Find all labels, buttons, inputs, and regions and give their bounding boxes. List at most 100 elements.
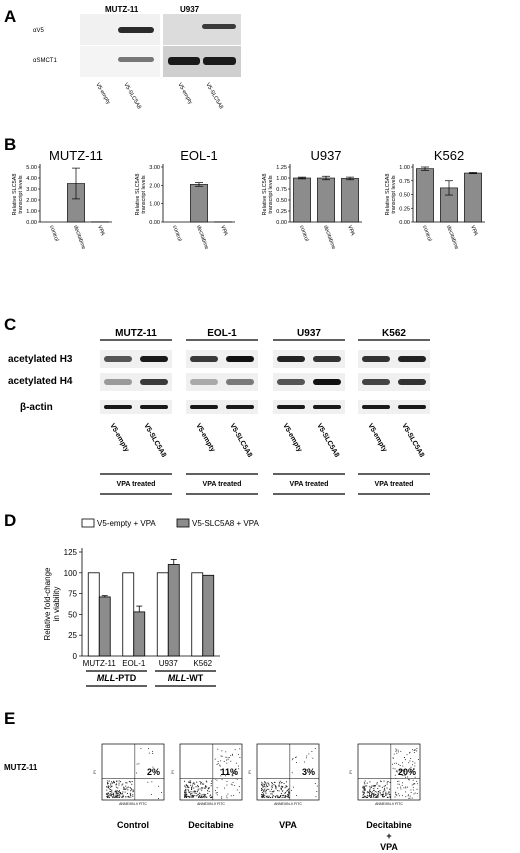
chart-d-ylabel: Relative fold-changein viability [43,567,61,640]
lane-c-2-0: V5-empty [281,423,303,454]
chart-d-xtick-label: U937 [159,659,179,668]
band-a-mutz11-v5 [118,27,154,33]
flow-percent-2: 3% [302,767,315,777]
band-c-h3-0-1 [140,356,168,362]
chart-b1-xtick-label: VPA [96,225,105,237]
band-c-h4-0-1 [140,379,168,385]
flow-label-3: Decitabine [366,820,412,830]
band-c-actin-2-1 [313,405,341,409]
legend-d-label-0: V5-empty + VPA [97,519,156,528]
band-c-actin-0-1 [140,405,168,409]
chart-b3-xtick-label: control [298,225,309,243]
chart-b2-ytick-label: 1.00 [149,202,160,208]
band-c-h4-2-1 [313,379,341,385]
panel-letter-d: D [4,511,16,530]
chart-b4-xtick-label: VPA [469,225,478,237]
panel-d-chart: V5-empty + VPA V5-SLC5A8 + VPA Relative fo… [43,518,259,687]
lane-c-1-1: V5-SLC5A8 [228,423,253,459]
panel-e-flow-cytometry: MUTZ-11 2% ANNEXIN-V FITC PI Control 11% ANNE… [4,743,421,852]
flow-xaxis-label: ANNEXIN-V FITC [119,802,147,806]
chart-b1-xtick-label: decitabine [72,225,86,251]
chart-d-ytick-label: 0 [73,652,78,661]
chart-b3-xtick-label: decitabine [322,225,336,251]
chart-d-bar-K562-0 [191,572,204,657]
band-c-actin-2-0 [277,405,305,409]
band-a-u937-v5 [202,24,236,29]
flow-percent-3: 20% [398,767,416,777]
chart-d-ytick-label: 75 [68,590,77,599]
flow-percent-0: 2% [147,767,160,777]
blot-c-h4-1 [186,373,258,391]
legend-d-swatch-1 [176,518,190,528]
band-c-actin-3-0 [362,405,390,409]
band-c-h3-1-0 [190,356,218,362]
band-a-u937-smct1-1 [168,57,200,65]
band-c-actin-1-0 [190,405,218,409]
chart-b1-ytick-label: 5.00 [26,165,37,171]
band-c-actin-3-1 [398,405,426,409]
band-c-h4-0-0 [104,379,132,385]
blot-a-u937-v5 [163,14,241,45]
flow-label-0: Control [117,820,149,830]
blot-c-actin-1 [186,400,258,414]
chart-d-bar-MUTZ-11-0 [87,572,100,657]
flow-plot-frame [179,743,243,801]
panel-c-treatment-label: VPA treated [375,481,414,488]
legend-d-swatch-0 [81,518,95,528]
chart-d-bar-U937-0 [156,572,169,657]
chart-b2-xtick-label: control [171,225,182,243]
chart-b4-ytick-label: 0.00 [399,220,410,226]
panel-c-treatment-label: VPA treated [203,481,242,488]
chart-b4-bar-VPA [464,172,482,223]
flow-dots [362,748,419,799]
chart-b1-ytick-label: 1.00 [26,209,37,215]
flow-xaxis-label: ANNEXIN-V FITC [197,802,225,806]
band-c-h3-3-1 [398,356,426,362]
lane-c-3-0: V5-empty [366,423,388,454]
panel-c-treatment-label: VPA treated [117,481,156,488]
chart-b2-ytick-label: 2.00 [149,183,160,189]
flow-label-3: VPA [380,842,398,852]
blot-c-h3-3 [358,350,430,368]
flow-label-1: Decitabine [188,820,234,830]
legend-d-label-1: V5-SLC5A8 + VPA [192,519,259,528]
chart-b2-title: EOL-1 [180,148,218,163]
panel-e-row-label: MUTZ-11 [4,763,38,772]
panel-a-title-u937: U937 [180,5,200,14]
band-c-h4-2-0 [277,379,305,385]
flow-plot-3: 20% ANNEXIN-V FITC PI Decitabine+VPA [349,743,421,852]
panel-c-title-1: EOL-1 [207,328,237,339]
panel-a-row-v5: αV5 [33,28,44,34]
band-c-h3-2-1 [313,356,341,362]
band-c-h3-3-0 [362,356,390,362]
chart-d-ytick-label: 125 [64,548,78,557]
blot-c-h3-1 [186,350,258,368]
chart-d-ytick-label: 25 [68,631,77,640]
chart-d-bar-K562-1 [202,574,215,657]
panel-a-western-blot: MUTZ-11 U937 αV5 αSMCT1 V5-empty V5-SLC5… [33,5,241,110]
blot-c-actin-0 [100,400,172,414]
panel-c-title-2: U937 [297,328,321,339]
chart-d-bar-MUTZ-11-1 [98,596,111,657]
chart-d-xtick-label: MUTZ-11 [83,659,117,668]
chart-b2-bar-decitabine [190,184,208,223]
blot-c-actin-2 [273,400,345,414]
blot-c-actin-3 [358,400,430,414]
flow-label-2: VPA [279,820,297,830]
band-c-h3-2-0 [277,356,305,362]
chart-b3-bar-control [293,177,311,223]
panel-letter-e: E [4,709,15,728]
blot-c-h4-0 [100,373,172,391]
panel-c-row-h3: acetylated H3 [8,354,73,365]
chart-b4-ytick-label: 0.25 [399,206,410,212]
chart-b2-ytick-label: 0.00 [149,220,160,226]
flow-yaxis-label: PI [93,770,97,773]
flow-yaxis-label: PI [248,770,252,773]
chart-b4-xtick-label: decitabine [445,225,459,251]
lane-a-mutz11-empty: V5-empty [94,82,111,106]
lane-c-1-0: V5-empty [194,423,216,454]
panel-a-title-mutz11: MUTZ-11 [105,5,139,14]
chart-b1-ylabel: Relative SLC5A8transcript levels [12,174,24,216]
chart-b3-title: U937 [310,148,341,163]
